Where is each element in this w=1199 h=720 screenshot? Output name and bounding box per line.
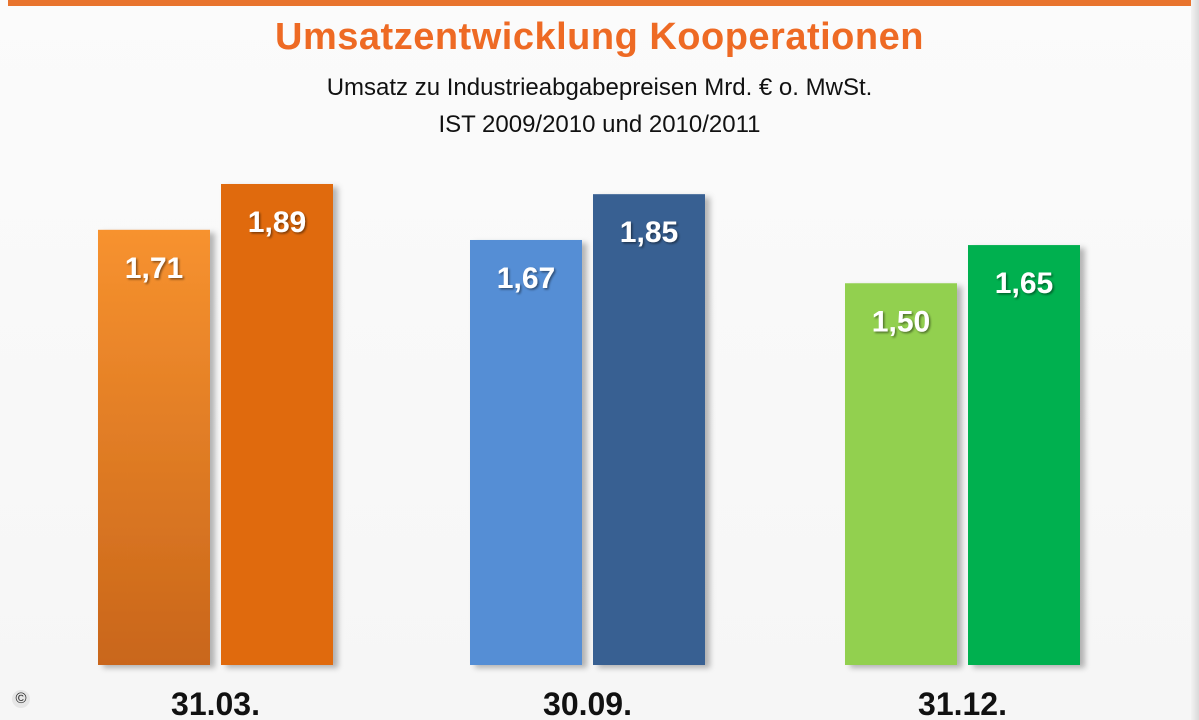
copyright-icon: © — [12, 690, 30, 708]
data-label: 1,71 — [125, 252, 183, 285]
category-label: 31.03. — [171, 686, 260, 720]
category-label: 31.12. — [918, 686, 1007, 720]
data-label: 1,67 — [497, 262, 555, 295]
data-label: 1,85 — [620, 216, 678, 249]
data-label: 1,89 — [248, 206, 306, 239]
chart-subtitle-line1: Umsatz zu Industrieabgabepreisen Mrd. € … — [326, 74, 873, 101]
bar-3112-series-2 — [968, 245, 1080, 665]
top-accent-rule — [8, 0, 1199, 6]
chart-title: Umsatzentwicklung Kooperationen — [275, 16, 924, 58]
bar-3009-series-1 — [470, 239, 582, 666]
category-label: 30.09. — [543, 686, 632, 720]
data-label: 1,50 — [872, 305, 930, 338]
bar-3009-series-2 — [593, 194, 705, 666]
data-label: 1,65 — [995, 267, 1053, 300]
bar-3112-series-1 — [845, 283, 957, 665]
bar-3103-series-1 — [98, 229, 210, 665]
chart-subtitle-line2: IST 2009/2010 und 2010/2011 — [438, 111, 761, 138]
right-edge-shadow — [1191, 0, 1199, 720]
bar-3103-series-2 — [221, 183, 333, 665]
